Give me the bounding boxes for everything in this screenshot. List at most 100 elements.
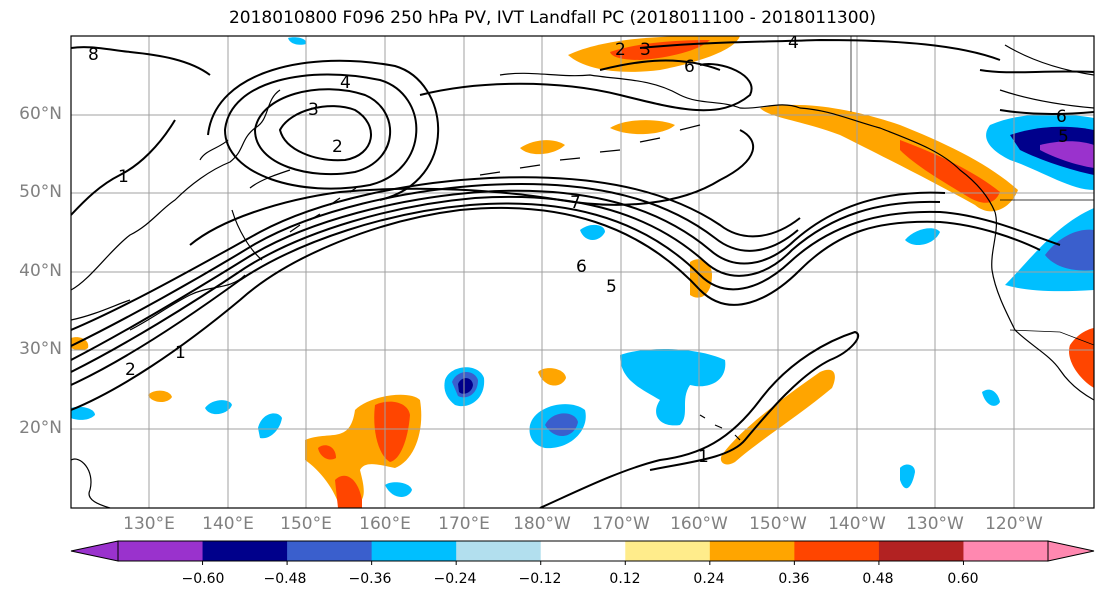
colorbar-segment xyxy=(287,541,373,561)
pv-contour-low-4 xyxy=(223,73,418,190)
colorbar-segment xyxy=(878,541,964,561)
contour-label: 1 xyxy=(118,167,129,187)
positive-anomaly-west-pac-core-3 xyxy=(318,445,336,460)
negative-anomaly-canada-peak xyxy=(1040,141,1094,168)
negative-anomaly-central-core xyxy=(545,413,578,437)
colorbar-segment xyxy=(202,541,288,561)
lon-label: 160°E xyxy=(359,514,411,534)
pv-contour-8 xyxy=(71,46,211,76)
positive-anomaly-small-east xyxy=(538,368,566,386)
positive-anomaly-west-pac-core-2 xyxy=(374,401,410,462)
lon-label: 170°E xyxy=(438,514,490,534)
lat-label-40n: 40°N xyxy=(19,261,62,281)
negative-anomaly-uswest-core xyxy=(1045,229,1094,271)
contour-label: 3 xyxy=(640,40,651,60)
negative-anomaly-small-kam xyxy=(288,37,307,45)
gridlines xyxy=(71,36,1094,508)
colorbar-tick-label: −0.48 xyxy=(263,571,307,587)
contour-label: 7 xyxy=(570,193,581,213)
contour-label: 6 xyxy=(684,57,695,77)
coastline-alaska xyxy=(499,72,996,213)
lat-label-60n: 60°N xyxy=(19,104,62,124)
pv-contour-2 xyxy=(71,202,1061,386)
pv-contour-low-3 xyxy=(253,88,391,176)
pv-contour-6 xyxy=(71,176,801,331)
colorbar-tick-label: 0.12 xyxy=(609,571,641,587)
pv-contour-westedge xyxy=(71,119,176,216)
negative-anomaly-small-w3 xyxy=(385,482,412,497)
negative-anomaly-left-edge xyxy=(71,406,95,420)
boundary-us-mexico xyxy=(1009,329,1094,346)
negative-anomaly-west-pac-core xyxy=(458,378,473,394)
map-frame xyxy=(70,35,1095,509)
colorbar-segment xyxy=(456,541,542,561)
contour-label: 5 xyxy=(1058,127,1069,147)
pv-contours xyxy=(71,38,1094,508)
positive-anomaly-nw-coast-core xyxy=(900,140,1000,203)
negative-anomaly-small-e2 xyxy=(982,389,1000,406)
colorbar-tick-label: −0.36 xyxy=(348,571,392,587)
contour-label: 2 xyxy=(125,360,136,380)
lon-label: 150°E xyxy=(280,514,332,534)
contour-label: 6 xyxy=(576,257,587,277)
contour-label: 3 xyxy=(308,100,319,120)
colorbar-segment xyxy=(709,541,795,561)
colorbar xyxy=(70,540,1095,565)
colorbar-tick-label: 0.60 xyxy=(947,571,979,587)
negative-anomaly-small-w2 xyxy=(258,413,282,439)
pv-contour-subtropical-1 xyxy=(539,330,860,508)
positive-anomaly-alaska xyxy=(610,120,675,135)
negative-anomaly-small-1 xyxy=(905,228,940,246)
negative-anomaly-small-2 xyxy=(580,224,605,240)
colorbar-segment xyxy=(118,541,204,561)
lon-label: 140°E xyxy=(202,514,254,534)
contour-label: 2 xyxy=(615,40,626,60)
lon-label: 150°W xyxy=(749,514,807,534)
colorbar-segment xyxy=(794,541,880,561)
lon-label: 140°W xyxy=(828,514,886,534)
contour-label: 4 xyxy=(340,73,351,93)
colorbar-tick-label: −0.60 xyxy=(181,571,225,587)
colorbar-extend-min xyxy=(70,540,119,562)
colorbar-frame xyxy=(117,540,1049,562)
colorbar-segment xyxy=(371,541,457,561)
coastline-canada-inland xyxy=(999,44,1094,109)
positive-anomaly-west-pac-core xyxy=(335,475,362,508)
coastline-aleutians xyxy=(479,124,701,176)
coastline-hawaii xyxy=(699,414,741,441)
negative-anomaly-small-e1 xyxy=(900,464,915,489)
contour-label: 1 xyxy=(175,343,186,363)
colorbar-tick-label: −0.12 xyxy=(518,571,562,587)
contour-label: 4 xyxy=(788,33,799,53)
pv-contour-low-5 xyxy=(207,59,440,201)
pv-contour-5 xyxy=(71,182,799,347)
pv-contour-4 xyxy=(71,189,946,361)
pv-contour-7 xyxy=(189,129,755,246)
positive-anomaly-hawaii xyxy=(690,259,712,298)
contour-label: 1 xyxy=(698,447,709,467)
contour-label: 2 xyxy=(332,137,343,157)
colorbar-segment xyxy=(963,541,1049,561)
lat-label-30n: 30°N xyxy=(19,339,62,359)
pv-contour-north-6 xyxy=(599,59,721,71)
colorbar-tick-label: 0.36 xyxy=(778,571,810,587)
contour-label: 5 xyxy=(606,277,617,297)
political-boundaries xyxy=(850,36,1094,346)
contour-label: 8 xyxy=(88,45,99,65)
colorbar-segment xyxy=(540,541,626,561)
lon-label: 130°W xyxy=(906,514,964,534)
pv-contour-north-4 xyxy=(419,63,753,112)
lon-label: 160°W xyxy=(670,514,728,534)
pv-contour-low-2 xyxy=(278,105,372,162)
colorbar-tick-label: −0.24 xyxy=(433,571,477,587)
lon-label: 170°W xyxy=(592,514,650,534)
lon-label: 120°W xyxy=(985,514,1043,534)
lon-label: 180°W xyxy=(513,514,571,534)
chart-title: 2018010800 F096 250 hPa PV, IVT Landfall… xyxy=(228,8,876,28)
contour-labels: 8 3 4 2 1 7 6 5 2 1 2 3 4 6 6 5 1 xyxy=(88,33,1069,467)
lat-label-50n: 50°N xyxy=(19,182,62,202)
pv-contour-1 xyxy=(71,206,1041,411)
colorbar-tick-label: 0.48 xyxy=(862,571,894,587)
colorbar-tick-label: 0.24 xyxy=(693,571,725,587)
